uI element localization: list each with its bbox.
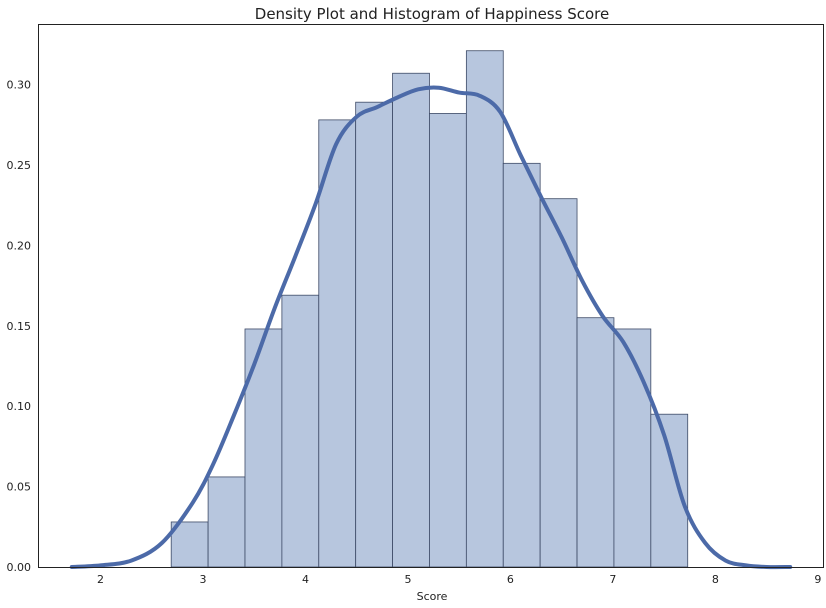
histogram-bar xyxy=(244,328,283,568)
histogram-bar xyxy=(392,72,430,568)
histogram-bar xyxy=(576,317,615,568)
histogram-bar xyxy=(613,328,652,568)
histogram-bar xyxy=(318,119,357,568)
histogram-bar xyxy=(281,294,320,568)
y-tick-label: 0.15 xyxy=(7,320,32,333)
y-tick-label: 0.30 xyxy=(7,79,32,92)
chart-title: Density Plot and Histogram of Happiness … xyxy=(255,5,609,23)
x-axis-ticks: 2 3 4 5 6 7 8 9 xyxy=(97,573,821,586)
y-tick-label: 0.25 xyxy=(7,159,32,172)
y-tick-label: 0.10 xyxy=(7,400,32,413)
x-tick-label: 4 xyxy=(302,573,309,586)
x-tick-label: 7 xyxy=(609,573,616,586)
histogram-bar xyxy=(207,476,246,568)
plot-frame xyxy=(38,24,824,568)
y-tick-label: 0.00 xyxy=(7,561,32,574)
x-axis-label: Score xyxy=(417,590,448,603)
histogram-bars xyxy=(170,50,689,568)
density-curve xyxy=(69,85,793,570)
x-tick-label: 8 xyxy=(712,573,719,586)
histogram-bar xyxy=(465,50,504,568)
y-tick-label: 0.20 xyxy=(7,239,32,252)
histogram-bar xyxy=(650,413,689,568)
histogram-bar xyxy=(429,113,467,568)
histogram-bar xyxy=(170,521,209,568)
y-tick-label: 0.05 xyxy=(7,481,32,494)
histogram-bar xyxy=(502,162,541,568)
x-tick-label: 6 xyxy=(507,573,514,586)
x-tick-label: 5 xyxy=(404,573,411,586)
histogram-bar xyxy=(355,101,393,568)
y-axis-ticks: 0.00 0.05 0.10 0.15 0.20 0.25 0.30 xyxy=(7,79,32,574)
x-tick-label: 3 xyxy=(199,573,206,586)
x-tick-label: 9 xyxy=(814,573,821,586)
x-tick-label: 2 xyxy=(97,573,104,586)
